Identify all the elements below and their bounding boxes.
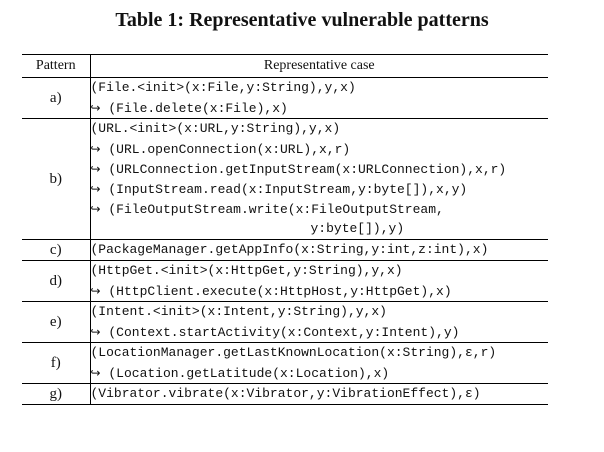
case-column-header: Representative case	[90, 54, 548, 78]
case-line-text: (File.<init>(x:File,y:String),y,x)	[90, 80, 356, 95]
hook-arrow-icon: ↪	[90, 182, 101, 196]
case-line-text: (InputStream.read(x:InputStream,y:byte[]…	[100, 182, 468, 197]
representative-case-cell: (File.<init>(x:File,y:String),y,x) ↪ (Fil…	[90, 77, 549, 119]
hook-arrow-icon: ↪	[90, 142, 101, 156]
pattern-label: f)	[22, 342, 91, 384]
pattern-label: e)	[22, 301, 91, 343]
case-line-text: (HttpGet.<init>(x:HttpGet,y:String),y,x)	[90, 263, 403, 278]
case-line: ↪ (FileOutputStream.write(x:FileOutputSt…	[91, 199, 549, 219]
table-row: g) (Vibrator.vibrate(x:Vibrator,y:Vibrati…	[22, 383, 549, 405]
case-line: ↪ (HttpClient.execute(x:HttpHost,y:HttpG…	[91, 281, 549, 301]
case-line-text: (File.delete(x:File),x)	[100, 101, 288, 116]
case-line: ↪ (Context.startActivity(x:Context,y:Int…	[91, 322, 549, 342]
representative-case-cell: (Vibrator.vibrate(x:Vibrator,y:Vibration…	[90, 383, 549, 405]
case-line-text: y:byte[]),y)	[310, 221, 405, 236]
pattern-label: d)	[22, 260, 91, 302]
case-line-text: (Vibrator.vibrate(x:Vibrator,y:Vibration…	[90, 386, 481, 401]
table-header-row: Pattern Representative case	[22, 54, 548, 78]
table-caption: Table 1: Representative vulnerable patte…	[115, 9, 489, 31]
case-line: ↪ (Location.getLatitude(x:Location),x)	[91, 363, 549, 383]
table-row: c) (PackageManager.getAppInfo(x:String,y:…	[22, 239, 549, 261]
case-line: ↪ (URLConnection.getInputStream(x:URLCon…	[91, 159, 549, 179]
representative-case-cell: (HttpGet.<init>(x:HttpGet,y:String),y,x)…	[90, 260, 549, 302]
pattern-label: c)	[22, 239, 91, 261]
case-line-text: (PackageManager.getAppInfo(x:String,y:in…	[90, 242, 489, 257]
pattern-label: a)	[22, 77, 91, 119]
case-line: (Vibrator.vibrate(x:Vibrator,y:Vibration…	[91, 384, 549, 404]
case-line-text: (URLConnection.getInputStream(x:URLConne…	[100, 162, 507, 177]
table-row: f) (LocationManager.getLastKnownLocation(…	[22, 342, 549, 384]
hook-arrow-icon: ↪	[90, 284, 101, 298]
representative-case-cell: (Intent.<init>(x:Intent,y:String),y,x) ↪ …	[90, 301, 549, 343]
representative-case-cell: (URL.<init>(x:URL,y:String),y,x) ↪ (URL.o…	[90, 118, 549, 240]
case-line-text: (Location.getLatitude(x:Location),x)	[100, 366, 390, 381]
case-line-text: (Context.startActivity(x:Context,y:Inten…	[100, 325, 460, 340]
case-line: (PackageManager.getAppInfo(x:String,y:in…	[91, 240, 549, 260]
case-line-text: (Intent.<init>(x:Intent,y:String),y,x)	[90, 304, 387, 319]
representative-case-cell: (PackageManager.getAppInfo(x:String,y:in…	[90, 239, 549, 261]
case-line-text: (URL.openConnection(x:URL),x,r)	[100, 142, 351, 157]
case-line: ↪ (URL.openConnection(x:URL),x,r)	[91, 139, 549, 159]
pattern-label: b)	[22, 118, 91, 240]
pattern-label: g)	[22, 383, 91, 405]
case-line: (LocationManager.getLastKnownLocation(x:…	[91, 343, 549, 363]
case-line-text: (FileOutputStream.write(x:FileOutputStre…	[100, 202, 444, 217]
representative-case-cell: (LocationManager.getLastKnownLocation(x:…	[90, 342, 549, 384]
case-line: (File.<init>(x:File,y:String),y,x)	[91, 78, 549, 98]
case-line-text: (LocationManager.getLastKnownLocation(x:…	[90, 345, 497, 360]
case-line-text: (HttpClient.execute(x:HttpHost,y:HttpGet…	[100, 284, 452, 299]
case-line: ↪ (InputStream.read(x:InputStream,y:byte…	[91, 179, 549, 199]
hook-arrow-icon: ↪	[90, 162, 101, 176]
case-line: (Intent.<init>(x:Intent,y:String),y,x)	[91, 302, 549, 322]
hook-arrow-icon: ↪	[90, 202, 101, 216]
table-row: e) (Intent.<init>(x:Intent,y:String),y,x)…	[22, 301, 549, 343]
hook-arrow-icon: ↪	[90, 101, 101, 115]
table-body: a) (File.<init>(x:File,y:String),y,x) ↪ (F…	[22, 77, 549, 405]
case-line: y:byte[]),y)	[91, 219, 549, 239]
hook-arrow-icon: ↪	[90, 366, 101, 380]
case-line-text: (URL.<init>(x:URL,y:String),y,x)	[90, 121, 341, 136]
table-row: b) (URL.<init>(x:URL,y:String),y,x) ↪ (URL…	[22, 118, 549, 240]
case-line: (HttpGet.<init>(x:HttpGet,y:String),y,x)	[91, 261, 549, 281]
table-row: d) (HttpGet.<init>(x:HttpGet,y:String),y,…	[22, 260, 549, 302]
case-line: ↪ (File.delete(x:File),x)	[91, 98, 549, 118]
table-row: a) (File.<init>(x:File,y:String),y,x) ↪ (F…	[22, 77, 549, 119]
vulnerable-patterns-table: Pattern Representative case a) (File.<ini…	[22, 54, 548, 405]
pattern-column-header: Pattern	[22, 54, 91, 78]
hook-arrow-icon: ↪	[90, 325, 101, 339]
case-line: (URL.<init>(x:URL,y:String),y,x)	[91, 119, 549, 139]
